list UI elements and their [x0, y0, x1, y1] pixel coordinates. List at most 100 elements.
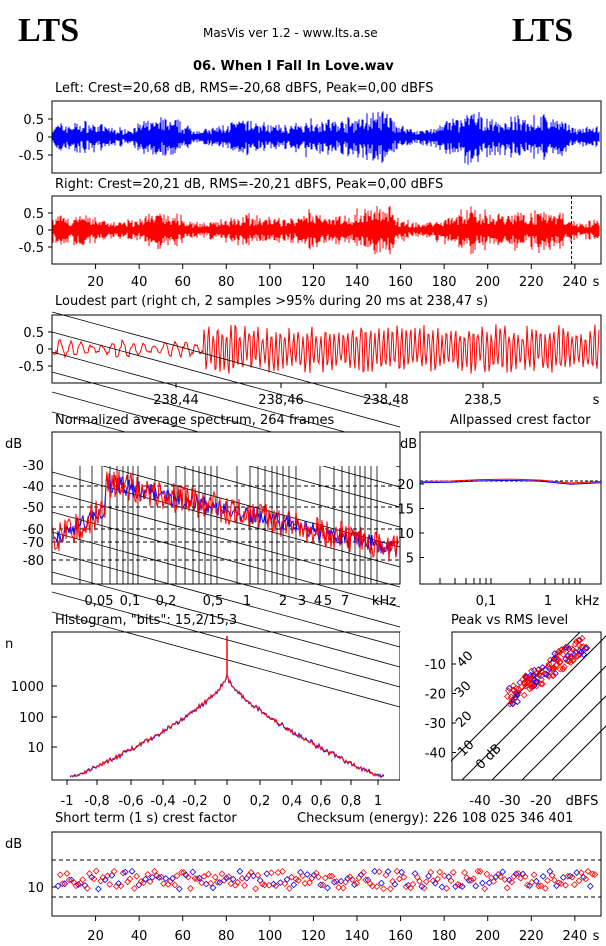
peak-rms-point [555, 647, 563, 655]
time-axis-tick-label: 40 [131, 275, 148, 290]
short-crest-point [344, 875, 352, 882]
right-waveform-ytick-label: -0.5 [19, 241, 44, 256]
crest-allpass-ytick-label: 10 [397, 527, 414, 542]
spectrum-xtick-label: 7 [341, 594, 349, 609]
left-waveform-ytick-label: 0 [36, 131, 44, 146]
short-crest-point [90, 875, 98, 883]
peak-rms-point [550, 655, 558, 663]
short-crest-point [532, 877, 540, 885]
time-axis-unit: s [593, 275, 600, 290]
short-crest-point [241, 882, 248, 889]
short-crest-point [384, 868, 392, 875]
peak-rms-point [537, 667, 545, 675]
short-crest-point [324, 884, 331, 892]
crest-allpass-xtick-label: 0,1 [476, 594, 497, 609]
loudest-axis-tick-label: 238,44 [153, 393, 199, 408]
allpassed-crest-title: Allpassed crest factor [450, 413, 591, 428]
right-waveform-ytick-label: 0.5 [23, 207, 44, 222]
short-crest-point [548, 872, 556, 879]
short-crest-point [312, 869, 320, 877]
short-crest-point [252, 885, 260, 893]
peak-rms-point [509, 682, 517, 690]
short-crest-point [142, 875, 149, 883]
short-crest-point [586, 882, 594, 890]
peak-rms-point [543, 671, 551, 678]
short-crest-point [333, 878, 340, 885]
short-crest-point [86, 870, 93, 878]
spectrum-ytick-label: -50 [23, 501, 44, 516]
loudest-trace [52, 324, 600, 374]
short-crest-ytick-label: 10 [27, 881, 44, 896]
short-crest-point [126, 875, 134, 883]
peak-rms-title: Peak vs RMS level [451, 613, 569, 628]
loudest-ytick-label: 0 [36, 343, 44, 358]
histogram-xtick-label: 0,4 [282, 794, 303, 809]
short-crest-point [519, 870, 527, 878]
peak-rms-left-mask [400, 632, 451, 782]
peak-rms-xtick-label: -40 [469, 794, 490, 809]
time-axis-tick-label: 120 [301, 275, 326, 290]
time-axis-tick-label: 180 [432, 275, 457, 290]
short-crest-point [425, 872, 432, 880]
short-crest-point [184, 873, 192, 881]
short-crest-point [106, 880, 114, 888]
loudest-axis-tick-label: 238,48 [363, 393, 409, 408]
short-crest-point [575, 877, 583, 885]
short-crest-point [427, 868, 435, 876]
spectrum-ytick-label: -30 [23, 459, 44, 474]
short-crest-point [447, 877, 455, 885]
short-crest-point [160, 880, 167, 888]
short-crest-point [528, 878, 536, 886]
peak-rms-point [534, 666, 542, 674]
short-crest-point [171, 881, 179, 889]
spectrum-slope-line [51, 611, 401, 708]
app-title: MasVis ver 1.2 - www.lts.a.se [203, 26, 378, 40]
peak-rms-point [553, 661, 560, 669]
peak-rms-ytick-label: -20 [425, 688, 446, 703]
short-crest-point [321, 874, 329, 882]
short-crest-point [422, 878, 430, 886]
right-channel-title: Right: Crest=20,21 dB, RMS=-20,21 dBFS, … [55, 177, 444, 192]
short-crest-point [110, 868, 118, 875]
short-crest-point [137, 878, 145, 885]
peak-rms-point [580, 643, 587, 650]
short-crest-point [285, 885, 293, 892]
loudest-axis-tick-label: 238,5 [464, 393, 501, 408]
short-crest-point [416, 877, 423, 885]
spectrum-right-trace [52, 470, 399, 562]
peak-rms-point [509, 700, 517, 708]
histogram-xtick-label: -0,4 [150, 794, 175, 809]
peak-rms-point [576, 651, 583, 659]
crest-allpass-ylabel: dB [400, 437, 417, 452]
short-crest-point [366, 880, 374, 888]
short-crest-point [429, 877, 437, 885]
left-waveform-trace [52, 111, 600, 165]
short-crest-point [470, 875, 477, 883]
peak-rms-ytick-label: -40 [425, 747, 446, 762]
peak-rms-diagonal-label: 10 [455, 738, 477, 760]
short-crest-point [92, 867, 100, 875]
peak-rms-point [562, 655, 570, 663]
short-crest-xtick-label: 220 [519, 929, 544, 944]
short-crest-point [276, 879, 284, 887]
short-crest-xtick-label: 20 [87, 929, 104, 944]
peak-rms-point [530, 676, 538, 683]
loudest-part-title: Loudest part (right ch, 2 samples >95% d… [55, 294, 489, 309]
spectrum-ytick-label: -80 [23, 554, 44, 569]
short-crest-point [303, 871, 311, 878]
short-crest-point [187, 885, 194, 892]
peak-rms-point [580, 651, 588, 658]
short-crest-point [443, 885, 450, 892]
peak-rms-point [564, 643, 572, 651]
short-crest-point [573, 869, 581, 877]
short-crest-point [263, 870, 271, 878]
short-crest-point [205, 870, 212, 878]
peak-rms-diagonal [491, 665, 606, 781]
short-crest-xtick-label: 160 [388, 929, 413, 944]
time-axis-tick-label: 140 [345, 275, 370, 290]
peak-rms-point [578, 648, 586, 656]
short-crest-point [220, 877, 228, 884]
spectrum-xtick-label: 4 [314, 594, 322, 609]
short-crest-point [382, 871, 390, 879]
spectrum-slope-line [51, 451, 401, 548]
